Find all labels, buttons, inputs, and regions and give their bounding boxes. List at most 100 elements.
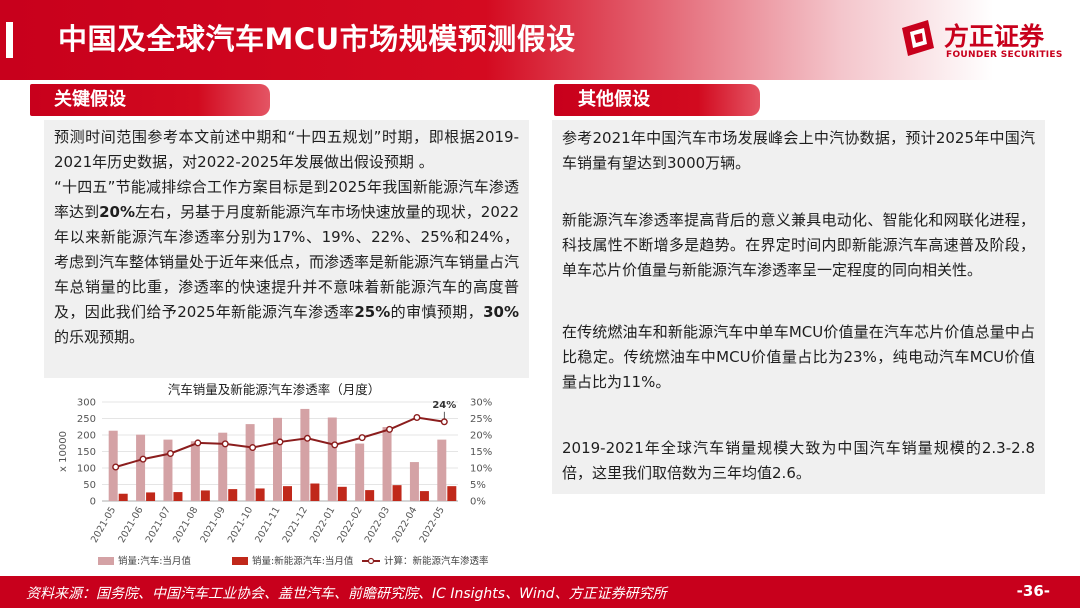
penetration-point xyxy=(276,438,284,446)
key-assumptions-panel: 预测时间范围参考本文前述中期和“十四五规划”时期，即根据2019-2021年历史… xyxy=(44,120,529,378)
x-tick-label: 2022-03 xyxy=(363,505,392,545)
x-tick-label: 2021-07 xyxy=(144,505,173,545)
bar-total-sales xyxy=(382,427,392,501)
bar-nev-sales xyxy=(392,485,402,501)
header-banner: 中国及全球汽车MCU市场规模预测假设 xyxy=(0,0,1080,80)
penetration-point xyxy=(358,434,366,442)
penetration-point xyxy=(440,418,448,426)
bar-total-sales xyxy=(190,441,200,501)
bar-nev-sales xyxy=(146,492,156,501)
p2-text-c: 左右，另基于月度新能源汽车市场快速放量的现状，2022年以来新能源汽车渗透率分别… xyxy=(54,203,520,321)
header-accent-bar xyxy=(6,22,13,58)
key-assumptions-label: 关键假设 xyxy=(54,89,126,110)
bar-nev-sales xyxy=(283,486,292,501)
x-tick-label: 2021-11 xyxy=(253,505,282,545)
p2-highlight-25: 25% xyxy=(354,303,391,321)
other-assumptions-paragraph-1: 参考2021年中国汽车市场发展峰会上中汽协数据，预计2025年中国汽车销量有望达… xyxy=(562,129,1035,172)
x-tick-label: 2021-05 xyxy=(89,505,118,545)
y2-tick-label: 20% xyxy=(470,431,492,442)
y-tick-label: 0 xyxy=(90,497,96,508)
penetration-point xyxy=(139,455,147,463)
chart-title: 汽车销量及新能源汽车渗透率（月度） xyxy=(168,382,381,397)
y-tick-label: 50 xyxy=(83,480,96,491)
penetration-point xyxy=(112,463,120,471)
last-point-annotation: 24% xyxy=(432,400,456,411)
x-tick-label: 2022-04 xyxy=(390,505,419,545)
other-assumptions-panel: 参考2021年中国汽车市场发展峰会上中汽协数据，预计2025年中国汽车销量有望达… xyxy=(552,120,1045,494)
bar-total-sales xyxy=(136,434,146,501)
y-tick-label: 100 xyxy=(77,464,96,475)
bar-total-sales xyxy=(273,417,282,501)
bar-total-sales xyxy=(409,462,419,501)
legend-swatch-marker xyxy=(367,557,375,565)
bar-total-sales xyxy=(437,439,447,501)
bar-nev-sales xyxy=(365,490,375,501)
p2-text-g: 的乐观预期。 xyxy=(54,328,145,346)
founder-logo: 方正证券 FOUNDER SECURITIES xyxy=(898,14,1068,66)
page-number: -36- xyxy=(1016,582,1050,600)
y-tick-label: 250 xyxy=(77,414,96,425)
bar-total-sales xyxy=(218,432,228,501)
bar-total-sales xyxy=(327,417,337,501)
y2-tick-label: 10% xyxy=(470,464,492,475)
key-assumptions-paragraph-2: “十四五”节能减排综合工作方案目标是到2025年我国新能源汽车渗透率达到20%左… xyxy=(44,175,529,350)
penetration-point xyxy=(194,439,202,447)
y-tick-label: 200 xyxy=(77,431,96,442)
y-tick-label: 150 xyxy=(77,447,96,458)
bar-nev-sales xyxy=(200,490,210,501)
bar-nev-sales xyxy=(118,493,128,501)
y-tick-label: 300 xyxy=(77,398,96,409)
other-assumptions-label: 其他假设 xyxy=(578,89,650,110)
y2-tick-label: 15% xyxy=(470,447,492,458)
p2-text-e: 的审慎预期， xyxy=(390,303,484,321)
x-tick-label: 2021-12 xyxy=(281,505,310,545)
bar-nev-sales xyxy=(447,486,457,501)
legend-swatch-total xyxy=(98,557,114,565)
penetration-point xyxy=(221,440,229,448)
y2-tick-label: 0% xyxy=(470,497,486,508)
legend-label-penetration: 计算：新能源汽车渗透率 xyxy=(384,555,489,567)
other-assumptions-paragraph-4: 2019-2021年全球汽车销量规模大致为中国汽车销量规模的2.3-2.8倍，这… xyxy=(562,439,1035,482)
logo-english-name: FOUNDER SECURITIES xyxy=(946,50,1063,60)
bar-nev-sales xyxy=(337,486,347,501)
y2-tick-label: 30% xyxy=(470,398,492,409)
bar-total-sales xyxy=(245,424,255,501)
founder-logo-icon xyxy=(902,20,934,56)
p2-text-a: “十四五”节能减排综合工作方案目标是到2025年我国新能源汽车渗透率达到 xyxy=(54,178,519,221)
penetration-point xyxy=(249,444,257,452)
legend-label-nev: 销量:新能源汽车:当月值 xyxy=(252,555,354,567)
bar-nev-sales xyxy=(173,492,183,501)
penetration-point xyxy=(166,449,174,457)
legend-label-total: 销量:汽车:当月值 xyxy=(118,555,191,567)
y2-tick-label: 5% xyxy=(470,480,486,491)
penetration-point xyxy=(331,441,339,449)
p2-highlight-20: 20% xyxy=(99,203,136,221)
bar-total-sales xyxy=(163,439,173,501)
x-tick-label: 2022-02 xyxy=(335,505,364,545)
x-tick-label: 2022-05 xyxy=(418,505,447,545)
other-assumptions-paragraph-3: 在传统燃油车和新能源汽车中单车MCU价值量在汽车芯片价值总量中占比稳定。传统燃油… xyxy=(562,323,1035,391)
bar-nev-sales xyxy=(255,488,265,501)
x-tick-label: 2021-08 xyxy=(171,505,200,545)
bar-nev-sales xyxy=(310,483,320,501)
bar-nev-sales xyxy=(419,491,429,501)
key-assumptions-paragraph-1: 预测时间范围参考本文前述中期和“十四五规划”时期，即根据2019-2021年历史… xyxy=(54,128,519,171)
sales-penetration-chart: 汽车销量及新能源汽车渗透率（月度） 0 50 100 150 200 250 300 0% 5% 1… xyxy=(58,382,492,567)
bar-total-sales xyxy=(300,408,310,501)
bar-total-sales xyxy=(355,443,365,501)
x-tick-label: 2021-09 xyxy=(198,505,227,545)
page-title: 中国及全球汽车MCU市场规模预测假设 xyxy=(58,22,576,56)
footer-bar: 资料来源：国务院、中国汽车工业协会、盖世汽车、前瞻研究院、IC Insights… xyxy=(0,576,1080,608)
bar-nev-sales xyxy=(228,489,238,501)
footer-source: 资料来源：国务院、中国汽车工业协会、盖世汽车、前瞻研究院、IC Insights… xyxy=(26,586,667,602)
penetration-point xyxy=(386,425,394,433)
key-assumptions-tag: 关键假设 xyxy=(30,84,270,116)
penetration-point xyxy=(303,434,311,442)
other-assumptions-tag: 其他假设 xyxy=(554,84,760,116)
other-assumptions-paragraph-2: 新能源汽车渗透率提高背后的意义兼具电动化、智能化和网联化进程，科技属性不断增多是… xyxy=(562,211,1035,279)
logo-chinese-name: 方正证券 xyxy=(944,22,1045,51)
y-axis-label: x 10000 xyxy=(58,431,69,472)
y2-tick-label: 25% xyxy=(470,414,492,425)
x-tick-label: 2021-06 xyxy=(116,505,145,545)
x-tick-label: 2021-10 xyxy=(226,505,255,545)
